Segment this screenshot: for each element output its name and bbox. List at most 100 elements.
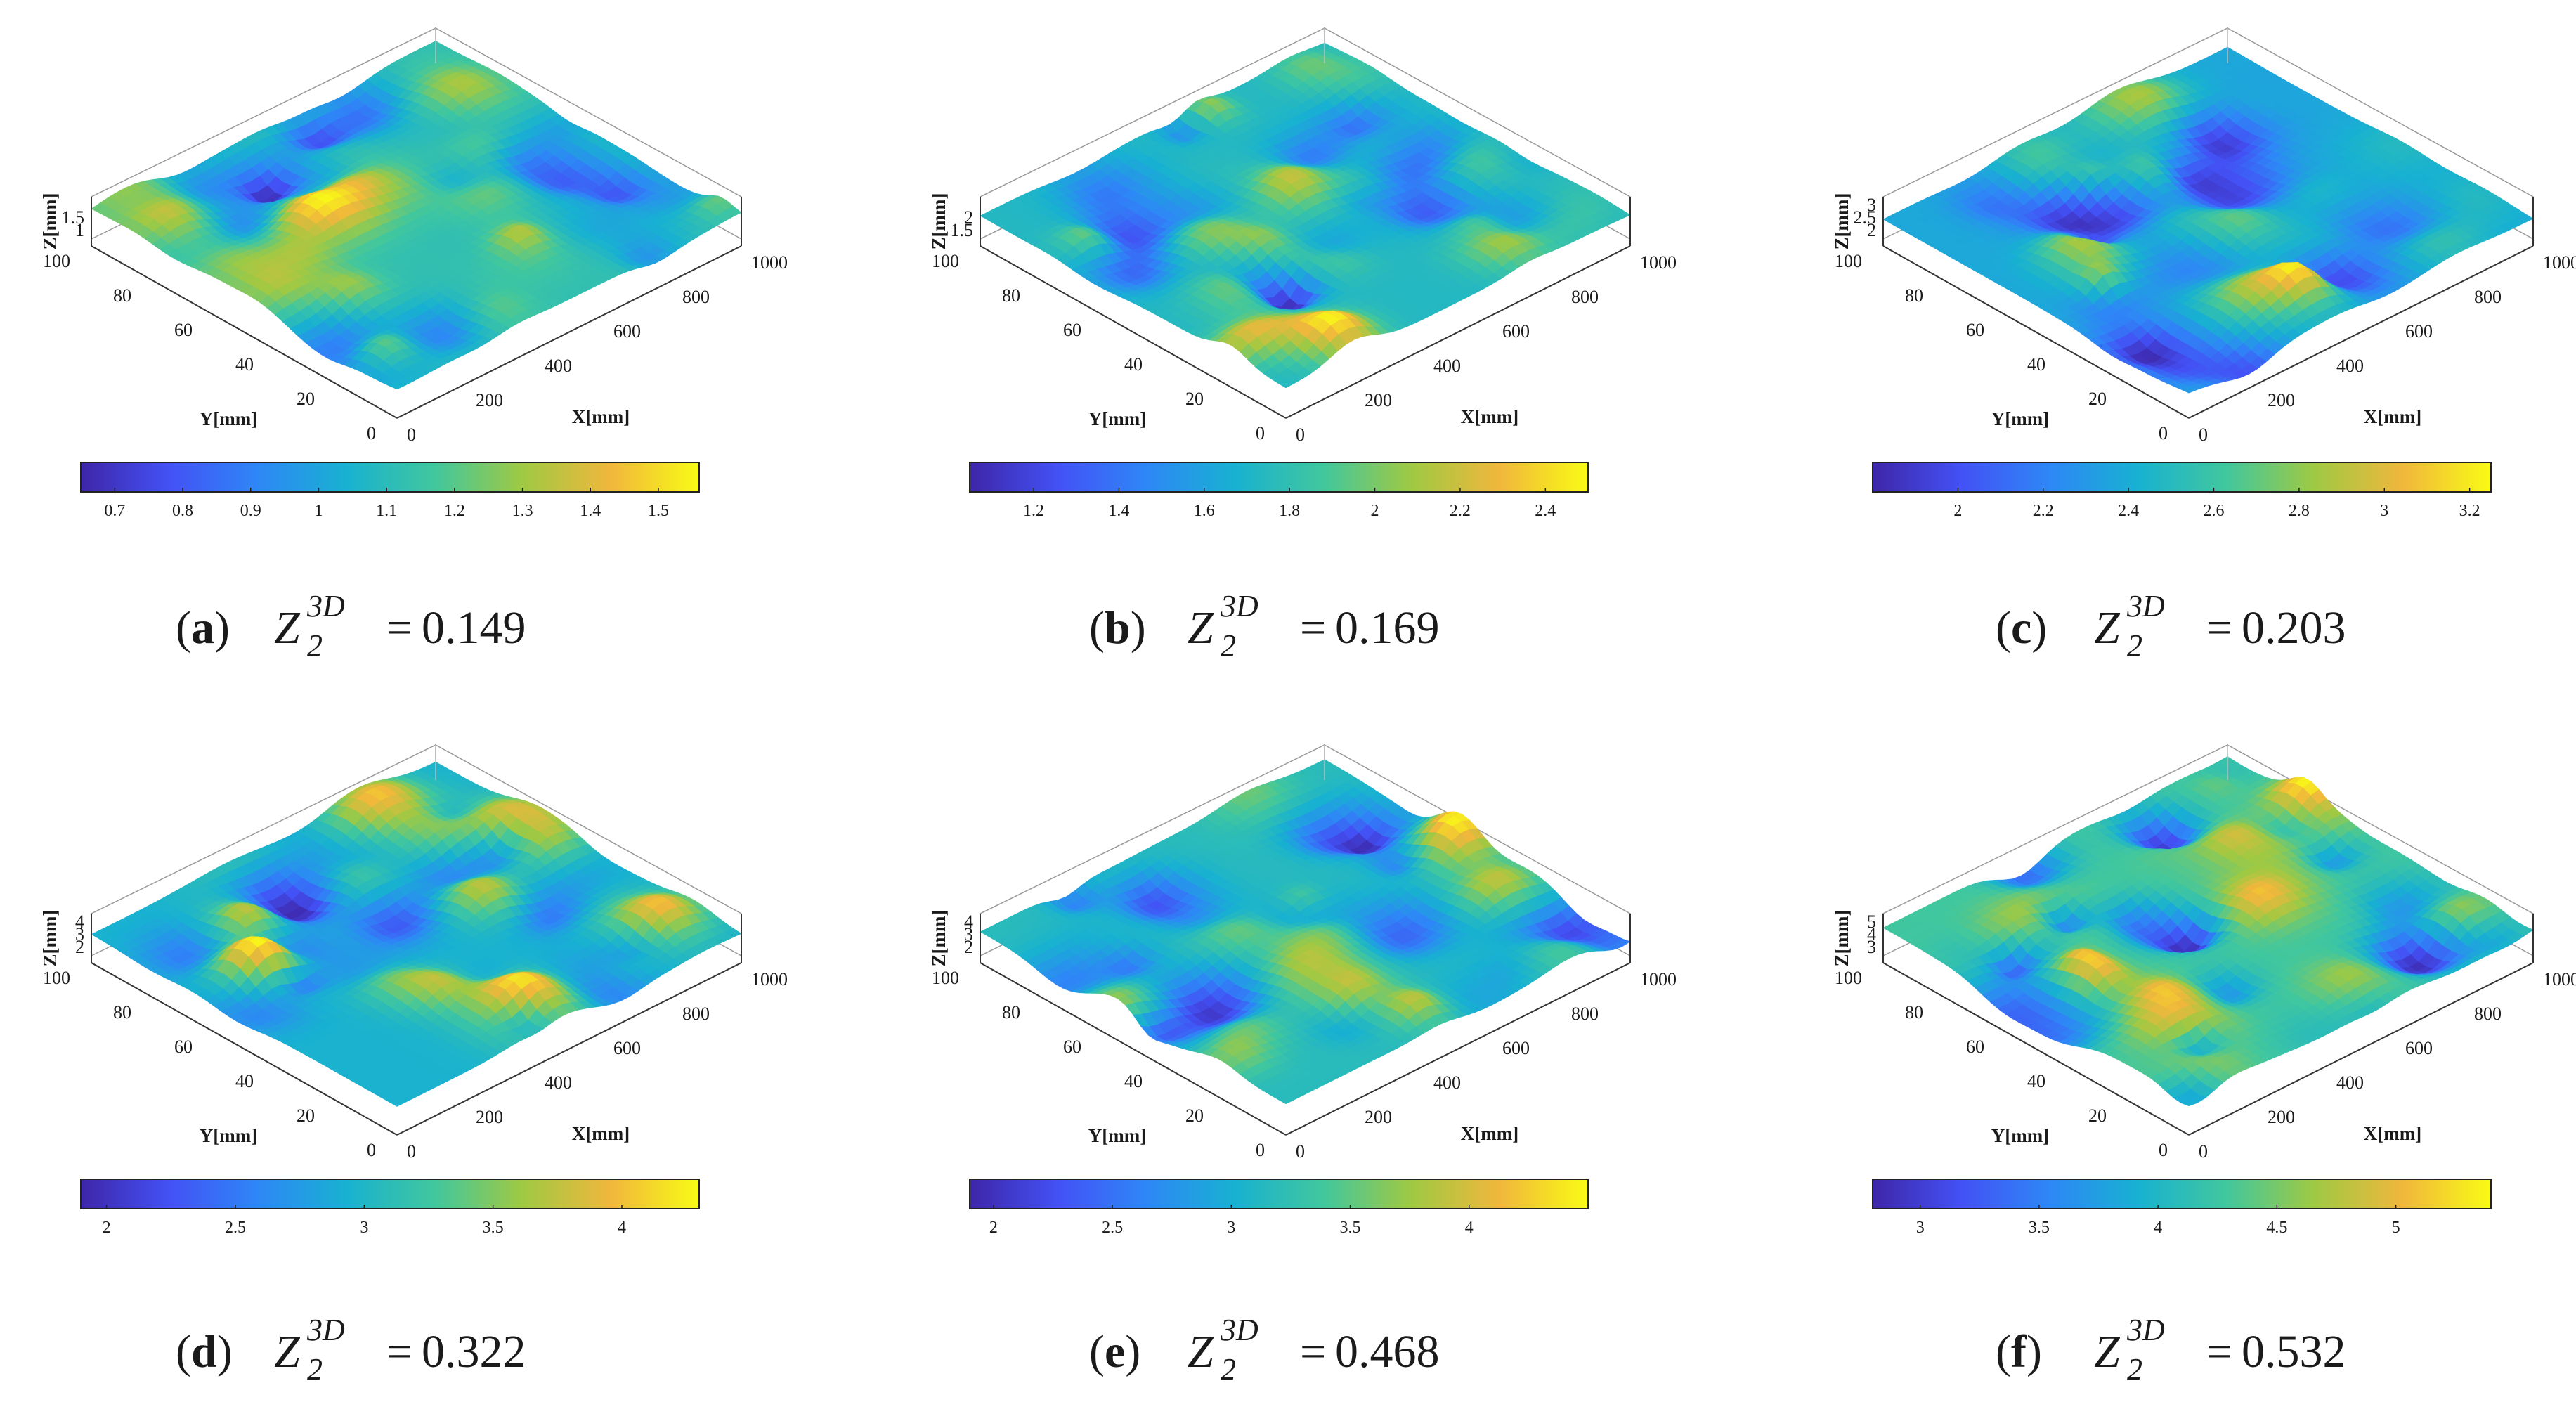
colorbar-tick-label: 2 [1371, 502, 1379, 520]
colorbar-tick-label: 1.4 [1108, 502, 1129, 520]
x-tick-label: 200 [1365, 390, 1392, 410]
y-axis-label: Y[mm] [1088, 1125, 1146, 1146]
y-tick-label: 60 [1966, 320, 1984, 340]
caption-symbol: Z [274, 602, 301, 654]
colorbar-tick-label: 1.1 [376, 502, 397, 520]
y-tick-label: 60 [1966, 1037, 1984, 1057]
colorbar-tick-label: 1.2 [444, 502, 465, 520]
z-tick-label: 1 [75, 220, 84, 240]
z-tick-label: 2 [75, 937, 84, 957]
caption-symbol: Z [1188, 1326, 1214, 1377]
colorbar-tick-label: 3.2 [2459, 502, 2480, 520]
x-tick-label: 0 [1296, 1141, 1305, 1162]
colorbar-tick-label: 1.4 [580, 502, 601, 520]
x-tick-label: 400 [2336, 356, 2364, 376]
colorbar-tick-label: 0.9 [240, 502, 261, 520]
z-tick-label: 2 [964, 207, 973, 228]
colorbar-tick-label: 2 [1953, 502, 1962, 520]
x-tick-label: 200 [2268, 1107, 2295, 1127]
caption-open-paren: ( [176, 602, 191, 654]
caption-d: (d) Z 2 3D = 0.322 [176, 1313, 526, 1387]
y-tick-label: 60 [1063, 320, 1081, 340]
x-tick-label: 600 [1502, 1038, 1530, 1058]
y-tick-label: 0 [367, 423, 376, 443]
colorbar-tick-label: 3 [1916, 1219, 1925, 1237]
caption-open-paren: ( [1996, 1326, 2011, 1377]
y-tick-label: 60 [174, 1037, 193, 1057]
y-tick-label: 60 [1063, 1037, 1081, 1057]
x-tick-label: 600 [2405, 321, 2433, 342]
y-axis-label: Y[mm] [200, 408, 257, 429]
y-tick-label: 60 [174, 320, 193, 340]
y-tick-label: 20 [297, 1105, 315, 1126]
colorbar-tick-label: 2.6 [2204, 502, 2225, 520]
caption-open-paren: ( [176, 1326, 191, 1377]
z-tick-label: 1.5 [62, 207, 85, 228]
colorbar-tick-label: 2 [103, 1219, 111, 1237]
x-axis-label: X[mm] [1461, 406, 1518, 427]
z-axis-label: Z[mm] [39, 910, 60, 967]
caption-letter: e [1105, 1326, 1125, 1377]
caption-equals: = [2206, 1326, 2232, 1377]
colorbar-tick-label: 3.5 [2029, 1219, 2050, 1237]
y-tick-label: 100 [932, 968, 959, 988]
x-tick-label: 0 [1296, 424, 1305, 445]
colorbar-tick-label: 4 [2154, 1219, 2162, 1237]
x-tick-label: 200 [476, 1107, 503, 1127]
y-tick-label: 100 [1835, 968, 1862, 988]
y-tick-label: 0 [2159, 423, 2168, 443]
x-tick-label: 800 [1571, 1004, 1599, 1024]
z-tick-label: 1.5 [951, 220, 974, 240]
y-tick-label: 100 [43, 251, 70, 271]
x-tick-label: 800 [682, 287, 710, 307]
z-tick-label: 2 [964, 937, 973, 957]
colorbar-tick-label: 4 [618, 1219, 626, 1237]
x-tick-label: 0 [2199, 424, 2208, 445]
colorbar [969, 462, 1589, 493]
caption-superscript: 3D [306, 589, 345, 623]
y-tick-label: 100 [932, 251, 959, 271]
caption-superscript: 3D [1220, 1313, 1258, 1347]
colorbar [80, 462, 700, 493]
y-tick-label: 80 [1002, 1002, 1020, 1023]
y-tick-label: 80 [1905, 1002, 1923, 1023]
x-axis-label: X[mm] [2364, 406, 2421, 427]
x-tick-label: 0 [407, 424, 416, 445]
caption-superscript: 3D [2126, 1313, 2165, 1347]
colorbar-tick-label: 2.4 [2118, 502, 2139, 520]
z-tick-label: 3 [1867, 937, 1876, 957]
caption-value: 0.149 [422, 602, 526, 654]
x-tick-label: 0 [407, 1141, 416, 1162]
y-tick-label: 0 [1256, 1140, 1265, 1160]
surface-mesh [1882, 46, 2534, 394]
y-tick-label: 0 [1256, 423, 1265, 443]
colorbar-tick-label: 2.2 [1450, 502, 1471, 520]
y-tick-label: 0 [367, 1140, 376, 1160]
caption-subscript: 2 [1221, 628, 1236, 663]
z-axis-label: Z[mm] [39, 193, 60, 250]
colorbar [969, 1179, 1589, 1209]
caption-symbol: Z [274, 1326, 301, 1377]
caption-equals: = [386, 602, 412, 654]
colorbar [1872, 462, 2492, 493]
caption-open-paren: ( [1089, 602, 1105, 654]
x-tick-label: 400 [545, 1072, 572, 1093]
x-tick-label: 800 [682, 1004, 710, 1024]
colorbar-tick-label: 0.7 [104, 502, 125, 520]
y-tick-label: 40 [1124, 1071, 1143, 1091]
caption-c: (c) Z 2 3D = 0.203 [1996, 589, 2346, 663]
colorbar-tick-label: 5 [2392, 1219, 2400, 1237]
z-tick-label: 4 [964, 911, 973, 932]
caption-value: 0.532 [2242, 1326, 2346, 1377]
y-tick-label: 40 [2027, 1071, 2045, 1091]
x-tick-label: 200 [476, 390, 503, 410]
caption-close-paren: ) [214, 602, 230, 654]
colorbar-tick-label: 3 [1227, 1219, 1235, 1237]
x-tick-label: 800 [1571, 287, 1599, 307]
x-tick-label: 600 [1502, 321, 1530, 342]
caption-b: (b) Z 2 3D = 0.169 [1089, 589, 1440, 663]
colorbar [80, 1179, 700, 1209]
